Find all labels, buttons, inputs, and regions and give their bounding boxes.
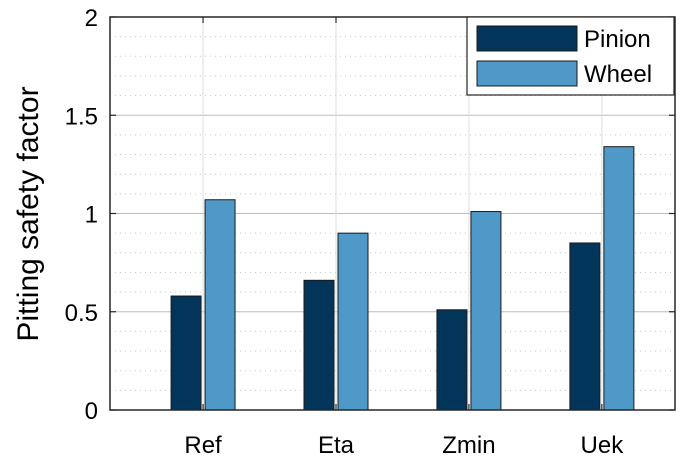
bar-wheel-eta xyxy=(337,232,369,411)
legend: Pinion Wheel xyxy=(466,16,675,96)
legend-label-pinion: Pinion xyxy=(584,26,651,53)
legend-label-wheel: Wheel xyxy=(584,61,652,88)
x-tick-label: Uek xyxy=(581,432,625,459)
bar-pinion-ref xyxy=(170,295,202,411)
y-tick-label: 1.5 xyxy=(65,103,98,130)
y-tick-label: 1 xyxy=(85,202,98,229)
bar-wheel-uek xyxy=(603,146,635,411)
x-tick-label: Zmin xyxy=(442,432,495,459)
bar-pinion-uek xyxy=(569,242,601,411)
bar-pinion-zmin xyxy=(436,309,468,411)
bars xyxy=(170,146,635,411)
y-tick-label: 0.5 xyxy=(65,300,98,327)
bar-pinion-eta xyxy=(303,279,335,411)
y-axis-ticks: 0 0.5 1 1.5 2 xyxy=(65,5,675,425)
bar-wheel-ref xyxy=(204,199,236,411)
legend-swatch-wheel xyxy=(476,60,578,87)
y-axis-title: Pitting safety factor xyxy=(12,86,45,341)
bar-wheel-zmin xyxy=(470,211,502,411)
y-tick-label: 2 xyxy=(85,5,98,32)
x-tick-label: Eta xyxy=(318,432,355,459)
y-tick-label: 0 xyxy=(85,398,98,425)
x-axis-ticks: Ref Eta Zmin Uek xyxy=(184,17,624,459)
legend-swatch-pinion xyxy=(476,25,578,52)
x-tick-label: Ref xyxy=(184,432,222,459)
